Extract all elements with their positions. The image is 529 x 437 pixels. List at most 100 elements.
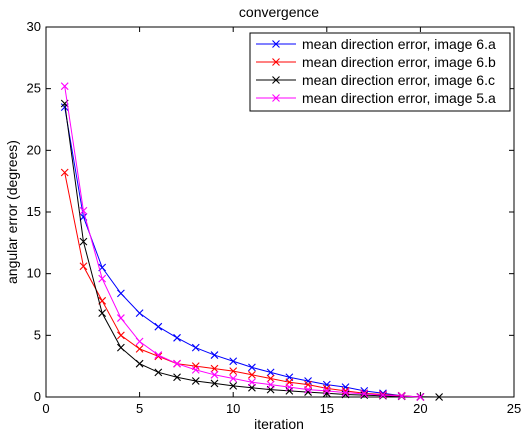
data-point <box>173 359 181 368</box>
legend: mean direction error, image 6.a mean dire… <box>249 32 511 112</box>
data-point <box>191 343 200 352</box>
marker-stroke <box>210 370 219 379</box>
marker-stroke <box>272 58 280 66</box>
marker-stroke <box>229 374 238 383</box>
legend-label: mean direction error, image 6.a <box>302 36 496 52</box>
marker-stroke <box>341 388 350 397</box>
data-point <box>229 367 238 375</box>
marker-stroke <box>266 368 275 377</box>
marker-stroke <box>341 383 350 392</box>
data-point <box>135 345 144 353</box>
marker-stroke <box>304 385 312 394</box>
data-point <box>379 391 387 400</box>
series-3 <box>60 99 444 401</box>
x-axis-title: iteration <box>254 416 304 432</box>
chart-title: convergence <box>239 4 319 20</box>
series-layer <box>60 82 444 401</box>
data-point <box>79 262 88 271</box>
legend-entry: mean direction error, image 5.a <box>256 90 496 106</box>
data-point <box>229 374 238 383</box>
axes: 0 5 10 15 20 25 0 5 10 15 20 25 30 <box>27 19 522 416</box>
marker-stroke <box>360 390 369 398</box>
marker-stroke <box>229 367 238 375</box>
data-point <box>210 379 219 388</box>
data-point <box>154 368 163 377</box>
marker-stroke <box>210 379 219 388</box>
marker-stroke <box>322 380 331 389</box>
data-point <box>173 373 181 382</box>
marker-stroke <box>285 383 294 392</box>
data-point <box>285 386 294 395</box>
marker-stroke <box>79 206 88 215</box>
data-point <box>322 380 331 389</box>
marker-stroke <box>341 390 350 399</box>
data-point <box>304 377 312 385</box>
data-point <box>116 331 125 340</box>
y-axis-title: angular error (degrees) <box>4 140 20 284</box>
marker-stroke <box>191 362 200 371</box>
marker-stroke <box>360 391 369 400</box>
marker-stroke <box>435 393 444 401</box>
series-4 <box>60 82 425 401</box>
data-point <box>248 370 256 379</box>
series-line <box>64 172 421 398</box>
data-point <box>416 393 425 401</box>
data-point <box>397 392 406 400</box>
marker-stroke <box>135 359 144 368</box>
marker-stroke <box>79 237 88 246</box>
data-point <box>116 343 125 352</box>
data-point <box>116 314 125 322</box>
marker-stroke <box>116 331 125 340</box>
marker-stroke <box>379 391 387 400</box>
data-point <box>191 377 200 385</box>
data-point <box>285 383 294 392</box>
data-point <box>210 364 219 373</box>
marker-stroke <box>173 373 181 382</box>
marker-stroke <box>285 386 294 395</box>
data-point <box>229 357 238 366</box>
data-point <box>116 289 125 298</box>
data-point <box>248 363 256 372</box>
marker-stroke <box>116 289 125 298</box>
marker-stroke <box>135 337 144 346</box>
marker-stroke <box>210 351 219 359</box>
data-point <box>341 383 350 392</box>
series-line <box>64 86 421 398</box>
marker-stroke <box>98 274 107 283</box>
marker-stroke <box>191 343 200 352</box>
data-point <box>98 274 107 283</box>
y-tick-label: 0 <box>34 389 41 404</box>
marker-stroke <box>248 383 256 392</box>
y-tick-label: 30 <box>27 19 41 34</box>
marker-stroke <box>210 364 219 373</box>
x-tick-label: 15 <box>320 401 334 416</box>
marker-stroke <box>266 380 275 389</box>
marker-stroke <box>272 76 280 84</box>
marker-stroke <box>248 363 256 372</box>
x-tick-label: 25 <box>507 401 521 416</box>
data-point <box>135 359 144 368</box>
marker-stroke <box>229 357 238 366</box>
data-point <box>360 391 369 400</box>
data-point <box>210 370 219 379</box>
data-point <box>154 351 163 359</box>
data-point <box>60 82 69 91</box>
legend-label: mean direction error, image 5.a <box>302 90 496 106</box>
marker-stroke <box>272 40 280 48</box>
marker-stroke <box>322 386 331 395</box>
marker-stroke <box>60 168 69 177</box>
marker-stroke <box>191 365 200 374</box>
data-point <box>266 374 275 383</box>
data-point <box>304 385 312 394</box>
marker-stroke <box>154 351 163 359</box>
x-tick-label: 0 <box>42 401 49 416</box>
data-point <box>229 382 238 390</box>
marker-stroke <box>98 309 107 318</box>
marker-stroke <box>248 370 256 379</box>
legend-entry: mean direction error, image 6.c <box>256 72 495 88</box>
data-point <box>322 386 331 395</box>
marker-stroke <box>397 392 406 400</box>
y-tick-label: 25 <box>27 81 41 96</box>
marker-stroke <box>173 333 181 342</box>
data-point <box>266 368 275 377</box>
